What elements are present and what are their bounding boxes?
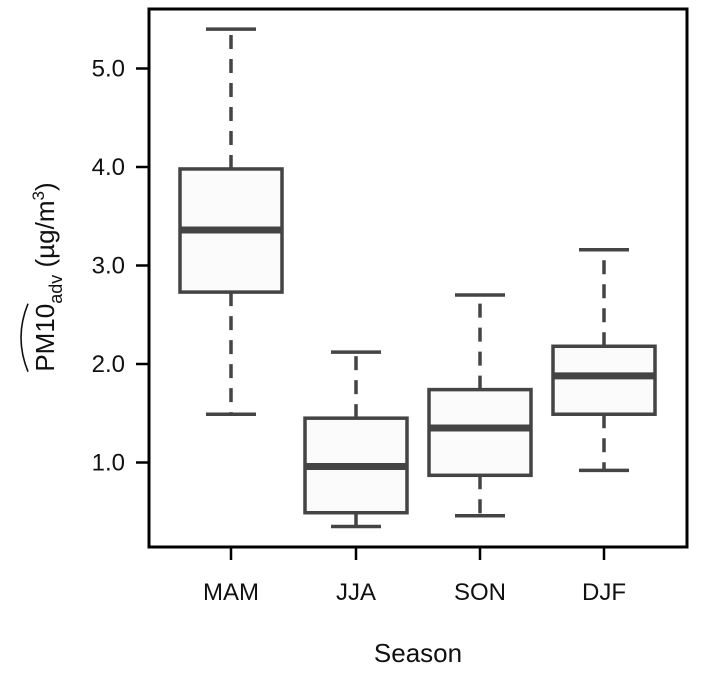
iqr-box (551, 344, 657, 416)
y-axis-title-unit-sup: 3 (29, 191, 48, 200)
boxplot-series (178, 27, 657, 529)
x-axis-title: Season (374, 638, 462, 668)
y-axis-title-unit-close: ) (30, 182, 60, 191)
y-tick-label: 1.0 (92, 450, 125, 477)
y-axis-title-hat (20, 303, 29, 372)
y-tick-label: 3.0 (92, 253, 125, 280)
svg-text:PM10adv (µg/m3): PM10adv (µg/m3) (29, 182, 66, 371)
x-tick-label: JJA (336, 579, 376, 606)
y-tick-label: 5.0 (92, 56, 125, 83)
y-tick-label: 4.0 (92, 154, 125, 181)
y-axis: 1.0 2.0 3.0 4.0 5.0 (92, 56, 149, 477)
box-djf (551, 247, 657, 473)
box-son (427, 293, 533, 518)
y-tick-label: 2.0 (92, 351, 125, 378)
x-tick-label: MAM (203, 579, 259, 606)
plot-frame (147, 7, 689, 549)
box-mam (178, 27, 284, 416)
iqr-box (427, 387, 533, 478)
y-axis-title-subscript: adv (46, 275, 66, 304)
x-axis: MAM JJA SON DJF (203, 547, 626, 606)
y-axis-title-main: PM10 (30, 304, 60, 372)
y-axis-title: PM10adv (µg/m3) (20, 182, 66, 372)
x-tick-label: DJF (582, 579, 626, 606)
y-axis-title-unit-open: (µg/m (30, 200, 60, 274)
x-tick-label: SON (454, 579, 506, 606)
box-jja (303, 350, 409, 529)
